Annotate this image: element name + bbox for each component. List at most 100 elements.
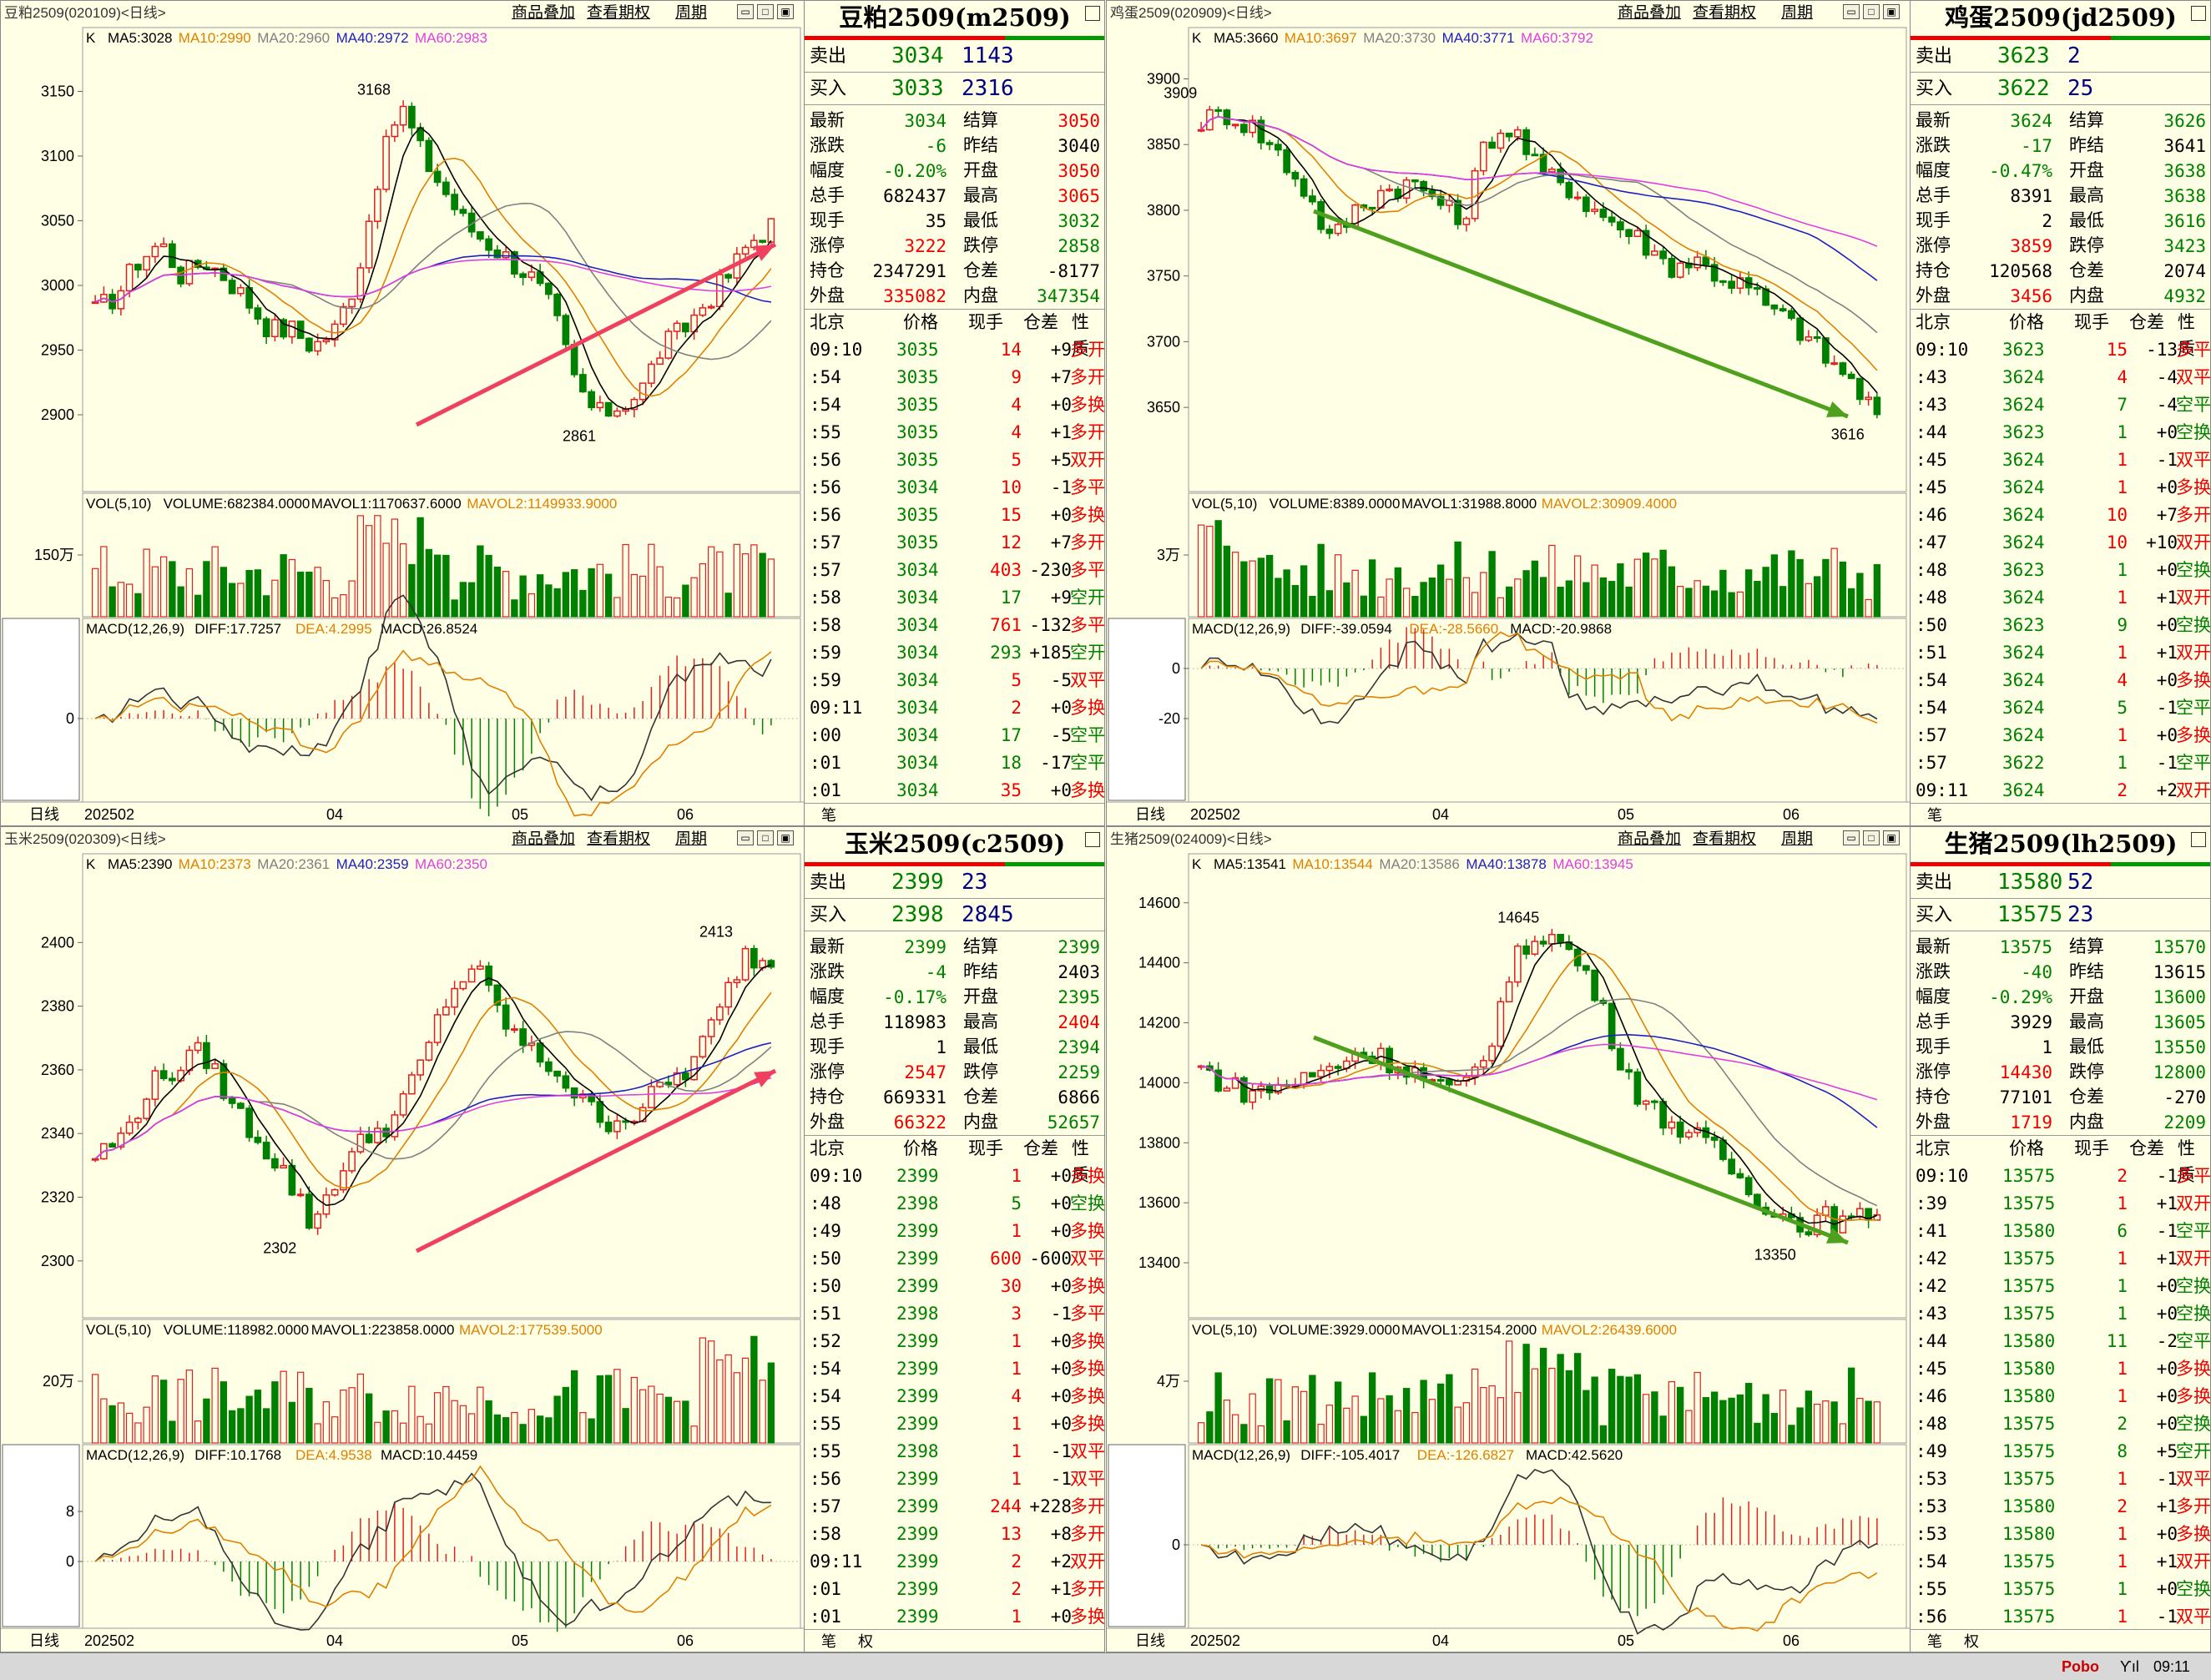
volume-bar xyxy=(1240,561,1248,618)
volume-bar xyxy=(1813,1403,1821,1444)
window-maximize-icon[interactable]: □ xyxy=(757,4,774,19)
stat-label: 仓差 xyxy=(963,261,998,280)
volume-bar xyxy=(100,546,108,618)
ticks-header-cell: 北京 xyxy=(810,1139,845,1158)
tick-oi-change: -1 xyxy=(2156,753,2178,773)
footer-tab[interactable]: 权 xyxy=(858,1633,873,1650)
chart-toolbar: 豆粕2509(020109)<日线> 商品叠加 查看期权 周期 ▭ □ ▣ xyxy=(1,1,802,26)
overlay-commodity-button[interactable]: 商品叠加 xyxy=(1618,830,1682,848)
candle-body xyxy=(211,1062,219,1069)
stat-value: -0.17% xyxy=(883,987,946,1007)
window-restore-icon[interactable]: ▭ xyxy=(737,4,754,19)
tick-row: :53 13580 1 +0 多换 xyxy=(1911,1521,2210,1548)
stat-label: 涨停 xyxy=(810,1062,845,1082)
period-button[interactable]: 周期 xyxy=(675,830,708,848)
stat-value: 14430 xyxy=(1999,1062,2052,1082)
tick-row: :58 3034 761 -132 多平 xyxy=(805,612,1104,639)
footer-tab[interactable]: 权 xyxy=(1964,1633,1979,1650)
candle-body xyxy=(1420,180,1427,192)
tick-oi-change: +0 xyxy=(1050,505,1072,525)
overlay-commodity-button[interactable]: 商品叠加 xyxy=(512,4,576,22)
tick-oi-change: +0 xyxy=(1050,1331,1072,1351)
tick-row: :48 13575 2 +0 空换 xyxy=(1911,1410,2210,1438)
stat-label: 最高 xyxy=(2069,1012,2104,1032)
tick-oi-change: +0 xyxy=(2156,670,2178,690)
view-options-button[interactable]: 查看期权 xyxy=(1693,830,1757,848)
volume-bar xyxy=(1719,1400,1727,1444)
window-restore-icon[interactable]: ▭ xyxy=(1843,4,1860,19)
tick-oi-change: -17 xyxy=(1040,753,1072,773)
view-options-button[interactable]: 查看期权 xyxy=(587,4,651,22)
volume-bar xyxy=(1206,525,1214,618)
period-button[interactable]: 周期 xyxy=(1781,830,1814,848)
tick-nature: 空平 xyxy=(1070,754,1105,773)
candle-body xyxy=(203,1042,210,1069)
tick-price: 2399 xyxy=(896,1331,939,1351)
tick-time: :56 xyxy=(810,1469,841,1489)
overlay-commodity-button[interactable]: 商品叠加 xyxy=(1618,4,1682,22)
view-options-button[interactable]: 查看期权 xyxy=(1693,4,1757,22)
quote-window-icon[interactable] xyxy=(2191,6,2206,21)
window-maximize-icon[interactable]: □ xyxy=(1863,830,1880,845)
volume-bar xyxy=(1583,582,1590,618)
window-maximize-icon[interactable]: □ xyxy=(1863,4,1880,19)
overlay-commodity-button[interactable]: 商品叠加 xyxy=(512,830,576,848)
volume-bar xyxy=(117,1402,125,1444)
candle-body xyxy=(1275,144,1282,151)
tick-list[interactable]: 09:10 3035 14 +9 多开:54 3035 9 +7 多开:54 3035 4 +0 多换:… xyxy=(805,336,1105,805)
quote-window-icon[interactable] xyxy=(1085,832,1100,847)
window-restore-icon[interactable]: ▭ xyxy=(737,830,754,845)
tick-nature: 多换 xyxy=(1070,1415,1105,1434)
k-indicator-label: K xyxy=(86,856,96,872)
ma-label: MA60:2983 xyxy=(415,30,487,46)
tick-list[interactable]: 09:10 13575 2 -1 多平:39 13575 1 +1 双开:41 13580 6 -1 空… xyxy=(1911,1163,2210,1631)
stat-label: 最低 xyxy=(2069,1037,2104,1057)
stat-label: 现手 xyxy=(810,211,845,230)
volume-indicator-label: VOL(5,10) xyxy=(1192,496,1257,512)
macd-indicator-label: DIFF:-105.4017 xyxy=(1300,1447,1400,1463)
candle-body xyxy=(1591,969,1598,1001)
candle-body xyxy=(613,410,621,417)
period-button[interactable]: 周期 xyxy=(675,4,708,22)
quote-title: 生猪2509(lh2509) xyxy=(1944,830,2178,858)
tick-list[interactable]: 09:10 2399 1 +0 多换:48 2398 5 +0 空换:49 2399 1 +0 多换:5… xyxy=(805,1163,1105,1631)
window-close-icon[interactable]: ▣ xyxy=(777,4,794,19)
volume-bar xyxy=(1710,590,1719,618)
footer-tab[interactable]: 笔 xyxy=(821,807,836,824)
volume-bar xyxy=(1446,578,1453,618)
volume-bar xyxy=(169,561,176,618)
quote-window-icon[interactable] xyxy=(1085,6,1100,21)
period-button[interactable]: 周期 xyxy=(1781,4,1814,22)
window-close-icon[interactable]: ▣ xyxy=(1883,4,1900,19)
footer-tab[interactable]: 笔 xyxy=(1927,1633,1942,1650)
volume-bar xyxy=(331,597,339,618)
volume-bar xyxy=(1839,1423,1847,1444)
quote-title-bar: 生猪2509(lh2509) xyxy=(1911,827,2210,866)
window-close-icon[interactable]: ▣ xyxy=(1883,830,1900,845)
quote-window-icon[interactable] xyxy=(2191,832,2206,847)
window-restore-icon[interactable]: ▭ xyxy=(1843,830,1860,845)
tick-nature: 空开 xyxy=(1070,643,1105,663)
tick-volume: 1 xyxy=(2117,1386,2128,1406)
ma-line xyxy=(94,157,772,397)
stat-label: 内盘 xyxy=(2069,286,2104,305)
volume-bar xyxy=(1446,1374,1453,1444)
tick-row: :49 13575 8 +5 空开 xyxy=(1911,1438,2210,1466)
volume-bar xyxy=(1505,1340,1513,1444)
stat-label: 涨停 xyxy=(1916,236,1951,255)
candle-body xyxy=(1685,1132,1693,1138)
window-maximize-icon[interactable]: □ xyxy=(757,830,774,845)
volume-bar xyxy=(382,542,390,618)
volume-bar xyxy=(528,593,536,618)
tick-list[interactable]: 09:10 3623 15 -13 多平:43 3624 4 -4 双平:43 3624 7 -4 空平… xyxy=(1911,336,2210,805)
window-close-icon[interactable]: ▣ xyxy=(777,830,794,845)
tick-nature: 双开 xyxy=(1070,451,1105,470)
footer-tab[interactable]: 笔 xyxy=(1927,807,1942,824)
footer-tab[interactable]: 笔 xyxy=(821,1633,836,1650)
macd-dea-line xyxy=(1200,631,1878,724)
candle-body xyxy=(228,280,236,295)
view-options-button[interactable]: 查看期权 xyxy=(587,830,651,848)
volume-indicator-label: MAVOL2:30909.4000 xyxy=(1542,496,1677,512)
quote-panel: 玉米2509(c2509) 卖出 2399 23 买入 2398 2845 最新 2399 结算 2… xyxy=(804,827,1105,1652)
candle-body xyxy=(1805,1231,1813,1236)
